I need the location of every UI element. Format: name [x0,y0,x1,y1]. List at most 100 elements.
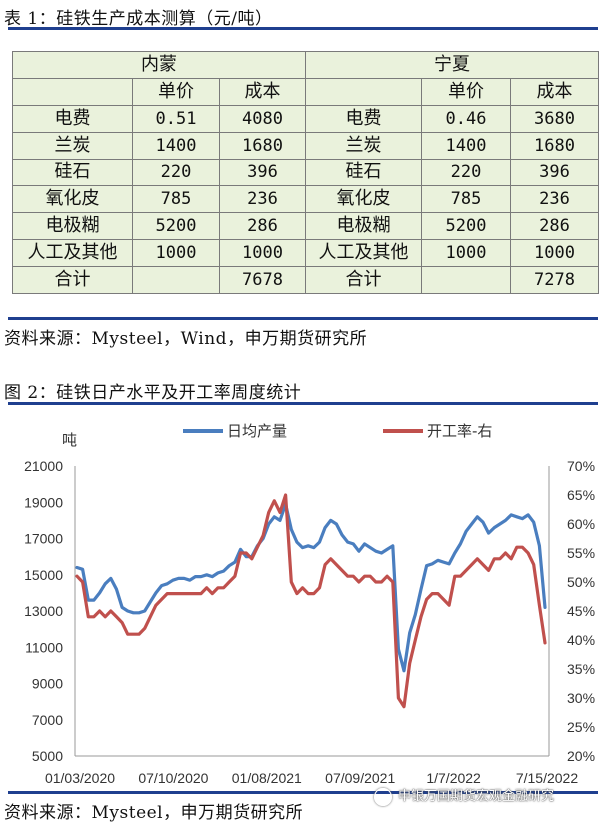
row-label-cell: 兰炭 [12,131,133,160]
series-line-daily-output [75,502,547,673]
cost-cell: 4080 [218,104,307,133]
watermark-text: 申银万国期货宏观金融研究 [398,789,555,804]
unit-price-cell: 1000 [132,239,220,268]
unit-price-cell: 220 [421,158,512,187]
y-tick-label: 9000 [32,676,63,692]
row-label-cell: 氧化皮 [305,185,423,214]
row-label-cell: 电极糊 [12,212,133,241]
y2-tick-label: 55% [567,545,595,561]
caption-rule [8,27,598,30]
header-unit-price: 单价 [132,77,220,106]
unit-price-cell: 0.46 [421,104,512,133]
cost-cell: 286 [510,212,600,241]
y-tick-label: 21000 [24,458,63,474]
y2-tick-label: 20% [567,748,595,764]
table-row: 电费 0.51 4080 电费 0.46 3680 [12,104,600,133]
cost-cell: 396 [218,158,307,187]
figure-rule [8,402,598,405]
cost-table: 内蒙 宁夏 单价 成本 单价 成本 电费 0.51 4080 电费 0.46 3680 兰炭… [11,51,600,294]
unit-price-cell: 785 [421,185,512,214]
unit-price-cell: 5200 [132,212,220,241]
x-tick-label: 01/03/2020 [45,770,115,786]
unit-price-cell: 785 [132,185,220,214]
header-blank [305,77,423,106]
cost-cell: 1000 [510,239,600,268]
y2-tick-label: 65% [567,487,595,503]
cost-cell: 1680 [218,131,307,160]
y-tick-label: 11000 [25,639,63,655]
x-tick-label: 1/7/2022 [426,770,481,786]
x-tick-label: 07/09/2021 [325,770,395,786]
cost-cell: 1680 [510,131,600,160]
cost-cell: 236 [218,185,307,214]
y2-tick-label: 50% [567,574,595,590]
row-label-cell: 合计 [12,266,133,294]
figure-caption: 图 2：硅铁日产水平及开工率周度统计 [4,383,302,403]
x-tick-label: 01/08/2021 [232,770,302,786]
y-tick-label: 15000 [24,567,63,583]
row-label-cell: 合计 [305,266,423,294]
x-tick-label: 7/15/2022 [516,770,578,786]
unit-price-cell: 1000 [421,239,512,268]
row-label-cell: 人工及其他 [12,239,133,268]
cost-cell: 3680 [510,104,600,133]
unit-price-cell: 220 [132,158,220,187]
unit-price-cell [421,266,512,294]
production-chart: 21000 19000 17000 15000 13000 11000 9000 7000 50… [24,422,595,786]
cost-cell: 7678 [218,266,307,294]
unit-price-cell: 0.51 [132,104,220,133]
wechat-icon [374,787,392,806]
y2-tick-label: 40% [567,632,595,648]
row-label-cell: 电费 [12,104,133,133]
cost-cell: 7278 [510,266,600,294]
y2-tick-label: 30% [567,690,595,706]
row-label-cell: 硅石 [12,158,133,187]
column-header-row: 单价 成本 单价 成本 [12,77,600,106]
watermark: 申银万国期货宏观金融研究 [374,785,554,806]
row-label-cell: 兰炭 [305,131,423,160]
x-tick-label: 07/10/2020 [138,770,208,786]
region-header-neimeng: 内蒙 [11,51,307,79]
unit-price-cell: 5200 [421,212,512,241]
y-tick-label: 13000 [24,603,63,619]
row-label-cell: 电极糊 [305,212,423,241]
table-row: 硅石 220 396 硅石 220 396 [12,158,600,187]
y-tick-label: 17000 [24,531,63,547]
y2-tick-label: 70% [567,458,595,474]
header-unit-price: 单价 [421,77,512,106]
table-source: 资料来源：Mysteel，Wind，申万期货研究所 [4,329,368,349]
unit-price-cell: 1400 [132,131,220,160]
cost-cell: 396 [510,158,600,187]
bottom-rule [8,791,598,794]
y2-tick-label: 25% [567,719,595,735]
table-row: 电极糊 5200 286 电极糊 5200 286 [12,212,600,241]
source-rule [8,317,598,320]
series-line-operating-rate [75,493,547,709]
table-caption: 表 1：硅铁生产成本测算（元/吨） [4,9,273,29]
table-row: 氧化皮 785 236 氧化皮 785 236 [12,185,600,214]
region-header-row: 内蒙 宁夏 [11,51,600,79]
row-label-cell: 人工及其他 [305,239,423,268]
cost-cell: 286 [218,212,307,241]
cost-cell: 236 [510,185,600,214]
y-tick-label: 19000 [24,494,63,510]
row-label-cell: 硅石 [305,158,423,187]
row-label-cell: 电费 [305,104,423,133]
table-row: 人工及其他 1000 1000 人工及其他 1000 1000 [12,239,600,268]
y-tick-label: 7000 [32,712,63,728]
y-tick-label: 5000 [32,748,63,764]
table-body: 电费 0.51 4080 电费 0.46 3680 兰炭 1400 1680 兰炭 1400 1680… [12,104,600,294]
unit-price-cell: 1400 [421,131,512,160]
header-cost: 成本 [218,77,307,106]
y2-tick-label: 60% [567,516,595,532]
figure-source: 资料来源：Mysteel，申万期货研究所 [4,803,304,823]
row-label-cell: 氧化皮 [12,185,133,214]
region-header-ningxia: 宁夏 [305,51,600,79]
y-axis-unit-label: 吨 [62,431,77,449]
legend-label: 日均产量 [227,422,287,440]
header-blank [12,77,133,106]
unit-price-cell [132,266,220,294]
y2-tick-label: 45% [567,603,595,619]
table-row: 兰炭 1400 1680 兰炭 1400 1680 [12,131,600,160]
legend-label: 开工率-右 [427,422,492,440]
